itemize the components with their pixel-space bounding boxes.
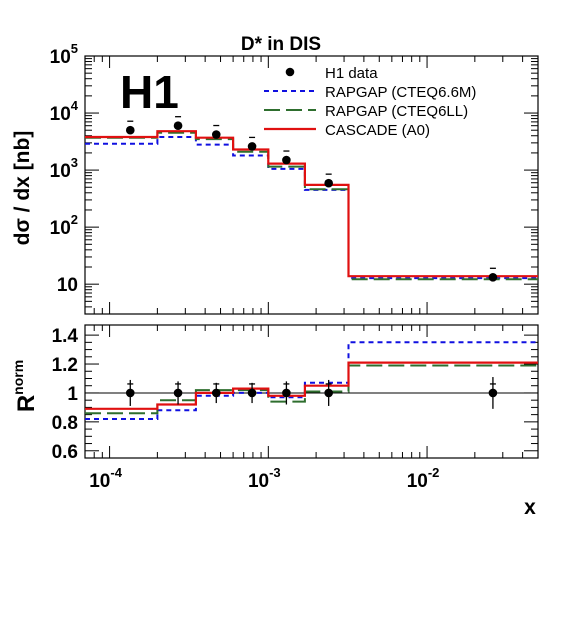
lower-data-point (173, 388, 183, 398)
lower-data-point (282, 388, 291, 398)
legend-label: H1 data (325, 65, 378, 82)
upper-data-point (324, 178, 333, 188)
x-axis-label: x (524, 496, 536, 519)
upper-y-axis-label: dσ / dx [nb] (11, 131, 34, 246)
lower-data-point (324, 388, 333, 398)
lower-y-tick-label: 1 (67, 384, 78, 405)
upper-y-tick-label: 105 (50, 41, 78, 68)
lower-y-tick-label: 1.2 (52, 355, 78, 376)
lower-data-point (247, 388, 257, 398)
lower-y-axis-label-main: R (13, 395, 40, 412)
upper-y-tick-labels: 10 102 103 104 105 (50, 41, 79, 296)
lower-data-point (488, 388, 498, 398)
upper-axis-ticks (84, 55, 539, 315)
legend-label: CASCADE (A0) (325, 122, 430, 139)
lower-series-rapgap-cteq6-6m (85, 341, 538, 420)
h1-logo: H1 (120, 66, 179, 118)
upper-data-point (282, 155, 291, 165)
legend: H1 data RAPGAP (CTEQ6.6M) RAPGAP (CTEQ6LL)… (264, 65, 476, 139)
upper-data-point (125, 125, 135, 135)
lower-y-tick-label: 1.4 (52, 326, 79, 347)
lower-series-group (85, 341, 538, 420)
lower-series-cascade-a0 (85, 361, 538, 410)
chart-title: D* in DIS (241, 34, 321, 55)
lower-panel: 0.6 0.8 1 1.2 1.4 10-4 10-3 10-2 Rnorm x (10, 324, 539, 519)
lower-plot-frame (84, 324, 539, 459)
lower-y-axis-label-superscript: norm (10, 360, 26, 395)
upper-data-point (488, 272, 498, 282)
upper-data-point (211, 130, 221, 139)
upper-data-point (173, 121, 183, 130)
upper-series-rapgap-cteq6-6m (85, 136, 538, 280)
upper-plot-frame (84, 55, 539, 315)
x-tick-label: 10-3 (248, 465, 281, 492)
upper-y-tick-label: 103 (50, 155, 78, 182)
lower-y-tick-label: 0.8 (52, 413, 78, 434)
lower-axis-ticks (84, 325, 539, 458)
lower-y-axis-label: Rnorm (10, 360, 40, 412)
x-tick-label: 10-2 (407, 465, 440, 492)
lower-y-tick-labels: 0.6 0.8 1 1.2 1.4 (52, 326, 79, 463)
upper-series-cascade-a0 (85, 130, 538, 278)
legend-marker-data (285, 67, 295, 77)
x-tick-label: 10-4 (89, 465, 122, 492)
upper-panel: H1 10 102 103 104 105 dσ / dx [nb] H1 data RA… (11, 41, 539, 315)
upper-y-tick-label: 102 (50, 212, 78, 239)
lower-y-tick-label: 0.6 (52, 442, 78, 463)
upper-series-group (85, 116, 538, 282)
upper-series-rapgap-cteq6ll (85, 131, 538, 281)
lower-data-point (211, 388, 221, 398)
lower-data-point (125, 388, 135, 398)
upper-y-tick-label: 104 (50, 98, 79, 125)
upper-y-tick-label: 10 (57, 275, 78, 296)
upper-data-point (247, 142, 257, 151)
lower-series-rapgap-cteq6ll (85, 364, 538, 415)
legend-label: RAPGAP (CTEQ6LL) (325, 103, 468, 120)
legend-label: RAPGAP (CTEQ6.6M) (325, 84, 476, 101)
x-tick-labels: 10-4 10-3 10-2 (89, 465, 439, 492)
